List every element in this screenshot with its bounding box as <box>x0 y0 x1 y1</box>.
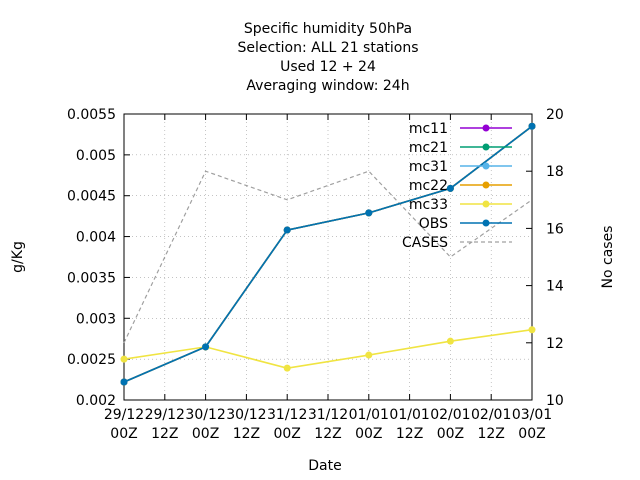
data-point-mc33 <box>283 364 291 372</box>
series-line-mc33 <box>123 328 533 369</box>
x-tick-label: 31/12 12Z <box>308 407 348 442</box>
x-tick-label-date: 30/12 <box>226 407 266 423</box>
title-line: Used 12 + 24 <box>280 59 376 75</box>
plot-area-frame <box>123 113 533 401</box>
title-line: Specific humidity 50hPa <box>244 21 412 37</box>
x-axis: 29/12 00Z 29/12 12Z 30/12 00Z 30/12 12Z 31/12 00Z… <box>104 114 552 442</box>
y2-axis: 10 12 14 16 18 20 <box>526 107 564 409</box>
x-tick-label-hour: 12Z <box>151 426 178 442</box>
x-tick-label: 02/01 00Z <box>430 407 470 442</box>
x-tick-label-hour: 00Z <box>437 426 464 442</box>
legend-label-mc21: mc21 <box>409 140 448 156</box>
x-tick-label-hour: 00Z <box>110 426 137 442</box>
y-tick-label: 0.0055 <box>67 107 116 123</box>
legend-marker-mc11 <box>482 124 490 132</box>
x-tick-label-date: 31/12 <box>308 407 348 423</box>
y-tick-label: 0.003 <box>76 311 116 327</box>
x-tick-label: 29/12 00Z <box>104 407 144 442</box>
y-tick-label: 0.0025 <box>67 352 116 368</box>
x-axis-label: Date <box>308 458 341 474</box>
data-point-obs <box>202 343 210 351</box>
y-tick-label: 0.002 <box>76 393 116 409</box>
y2-axis-label: No cases <box>600 226 616 289</box>
x-tick-label: 01/01 00Z <box>349 407 389 442</box>
x-tick-label: 03/01 00Z <box>512 407 552 442</box>
x-tick-label: 30/12 12Z <box>226 407 266 442</box>
y-axis: 0.002 0.0025 0.003 0.0035 0.004 0.0045 0.005 0.… <box>67 107 130 409</box>
x-tick-label-date: 02/01 <box>430 407 470 423</box>
x-tick-label: 01/01 12Z <box>389 407 429 442</box>
x-tick-label-hour: 00Z <box>192 426 219 442</box>
x-tick-label-date: 31/12 <box>267 407 307 423</box>
data-point-mc33 <box>446 337 454 345</box>
data-point-mc33 <box>365 351 373 359</box>
series <box>120 122 536 386</box>
x-tick-label-date: 01/01 <box>349 407 389 423</box>
x-tick-label-hour: 00Z <box>518 426 545 442</box>
y2-tick-label: 16 <box>546 221 564 237</box>
y-tick-label: 0.0035 <box>67 270 116 286</box>
data-point-obs <box>528 122 536 130</box>
legend-label-mc31: mc31 <box>409 159 448 175</box>
y-axis-label: g/Kg <box>10 241 26 273</box>
x-tick-label-hour: 00Z <box>355 426 382 442</box>
data-point-obs <box>365 209 373 217</box>
legend-marker-mc33 <box>482 200 490 208</box>
x-tick-label: 29/12 12Z <box>145 407 185 442</box>
legend-label-mc11: mc11 <box>409 121 448 137</box>
x-tick-label-hour: 12Z <box>477 426 504 442</box>
legend-label-mc33: mc33 <box>409 197 448 213</box>
x-tick-label: 30/12 00Z <box>185 407 225 442</box>
y-tick-label: 0.004 <box>76 230 116 246</box>
x-tick-label-hour: 12Z <box>233 426 260 442</box>
x-tick-label-date: 02/01 <box>471 407 511 423</box>
x-tick-label-hour: 12Z <box>314 426 341 442</box>
x-tick-label-date: 30/12 <box>185 407 225 423</box>
x-tick-label-date: 29/12 <box>145 407 185 423</box>
legend-label-mc22: mc22 <box>409 178 448 194</box>
legend: mc11 mc21 mc31 mc22 mc33 OBS CASES <box>402 121 512 251</box>
data-point-obs <box>283 226 291 234</box>
data-point-obs <box>446 184 454 192</box>
chart-title: Specific humidity 50hPa Selection: ALL 21… <box>237 21 418 94</box>
data-point-obs <box>120 378 128 386</box>
title-line: Averaging window: 24h <box>246 78 409 94</box>
y2-tick-label: 10 <box>546 393 564 409</box>
y2-tick-label: 12 <box>546 336 564 352</box>
legend-label-obs: OBS <box>419 216 448 232</box>
series-line-obs <box>123 125 533 383</box>
y2-tick-label: 14 <box>546 279 564 295</box>
legend-marker-obs <box>482 219 490 227</box>
x-tick-label-date: 03/01 <box>512 407 552 423</box>
y-tick-label: 0.005 <box>76 148 116 164</box>
x-tick-label: 02/01 12Z <box>471 407 511 442</box>
x-tick-label-date: 29/12 <box>104 407 144 423</box>
x-tick-label-hour: 00Z <box>273 426 300 442</box>
data-point-mc33 <box>528 326 536 334</box>
data-point-mc33 <box>120 355 128 363</box>
title-line: Selection: ALL 21 stations <box>237 40 418 56</box>
y2-tick-label: 20 <box>546 107 564 123</box>
x-tick-label-hour: 12Z <box>396 426 423 442</box>
legend-marker-mc31 <box>482 162 490 170</box>
x-tick-label: 31/12 00Z <box>267 407 307 442</box>
legend-marker-mc21 <box>482 143 490 151</box>
y-tick-label: 0.0045 <box>67 189 116 205</box>
grid <box>124 114 532 400</box>
legend-label-cases: CASES <box>402 235 448 251</box>
legend-marker-mc22 <box>482 181 490 189</box>
series-line-cases <box>123 170 533 344</box>
y2-tick-label: 18 <box>546 164 564 180</box>
x-tick-label-date: 01/01 <box>389 407 429 423</box>
